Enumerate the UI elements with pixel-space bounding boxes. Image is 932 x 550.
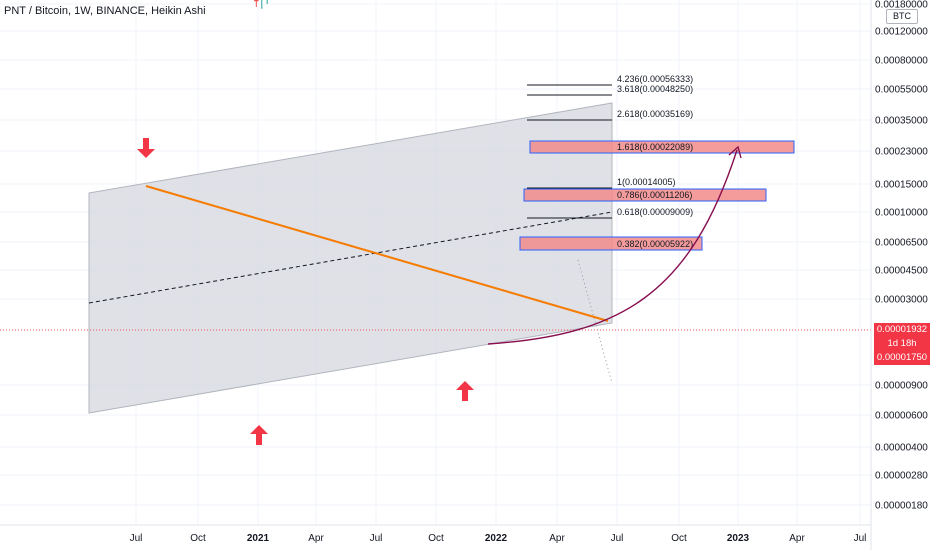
chart-title: PNT / Bitcoin, 1W, BINANCE, Heikin Ashi: [4, 5, 206, 17]
candles[interactable]: [124, 0, 481, 9]
time-tick-label: Apr: [789, 533, 805, 544]
candle-body: [254, 0, 259, 2]
fib-zone: [519, 236, 703, 251]
parallel-channel: [88, 102, 613, 414]
price-tick-label: 0.00004500: [875, 266, 928, 277]
drawings-front: 4.236(0.00056333)3.618(0.00048250) 2.618(…: [0, 74, 871, 445]
time-tick-label: Oct: [671, 533, 687, 544]
fib-level-label: 1(0.00014005): [617, 177, 676, 187]
fib-zone: [523, 188, 767, 202]
time-tick-label: 2022: [485, 533, 508, 544]
projection-arrowhead: [728, 145, 742, 159]
dashed-midline: [88, 211, 613, 304]
fib-level-label: 4.236(0.00056333): [617, 74, 693, 84]
up-arrow-icon: [250, 425, 268, 445]
time-tick-label: Jul: [370, 533, 383, 544]
time-tick-label: Jul: [611, 533, 624, 544]
up-arrow-icon: [456, 381, 474, 401]
countdown-label: 1d 18h: [874, 337, 930, 351]
price-tick-label: 0.00023000: [875, 147, 928, 158]
fib-level-label: 1.618(0.00022089): [617, 142, 693, 152]
price-axis[interactable]: 0.00180000 0.00120000 0.00080000 0.00055000…: [875, 0, 928, 512]
fib-level-label: 0.382(0.00005922): [617, 239, 693, 249]
fib-level-label: 2.618(0.00035169): [617, 109, 693, 119]
last-price-label: 0.00001932: [874, 323, 930, 337]
fib-level-label: 0.786(0.00011206): [617, 190, 692, 200]
time-tick-label: Jul: [854, 533, 867, 544]
price-tick-label: 0.00000280: [875, 471, 928, 482]
price-tick-label: 0.00000400: [875, 443, 928, 454]
price-tick-label: 0.00010000: [875, 208, 928, 219]
time-tick-label: 2023: [727, 533, 750, 544]
price-tick-label: 0.00180000: [875, 0, 928, 11]
fib-level-label: 3.618(0.00048250): [617, 84, 693, 94]
time-tick-label: Apr: [549, 533, 565, 544]
time-tick-label: 2021: [247, 533, 270, 544]
price-tick-label: 0.00000900: [875, 381, 928, 392]
time-tick-label: Apr: [308, 533, 324, 544]
price-tick-label: 0.00000180: [875, 501, 928, 512]
candle[interactable]: [260, 0, 264, 9]
price-tick-label: 0.00120000: [875, 27, 928, 38]
fib-zone: [529, 140, 795, 154]
price-tick-label: 0.00006500: [875, 238, 928, 249]
fib-level-label: 0.618(0.00009009): [617, 207, 693, 217]
price-tick-label: 0.00055000: [875, 85, 928, 96]
marker-price-label: 0.00001750: [874, 351, 930, 365]
currency-label[interactable]: BTC: [886, 9, 918, 24]
drawings-back: [88, 84, 795, 414]
time-tick-label: Jul: [130, 533, 143, 544]
down-arrow-icon: [137, 138, 155, 158]
descending-trendline: [145, 185, 609, 322]
price-tick-label: 0.00000600: [875, 411, 928, 422]
price-tick-label: 0.00015000: [875, 180, 928, 191]
projection-curve: [487, 149, 738, 345]
time-tick-label: Oct: [190, 533, 206, 544]
time-tick-label: Oct: [428, 533, 444, 544]
price-tick-label: 0.00003000: [875, 295, 928, 306]
price-tick-label: 0.00035000: [875, 116, 928, 127]
candle[interactable]: [254, 0, 259, 7]
time-axis[interactable]: Jul Oct 2021 Apr Jul Oct 2022 Apr Jul Oct 2023 Apr J…: [130, 533, 867, 544]
price-tick-label: 0.00080000: [875, 56, 928, 67]
